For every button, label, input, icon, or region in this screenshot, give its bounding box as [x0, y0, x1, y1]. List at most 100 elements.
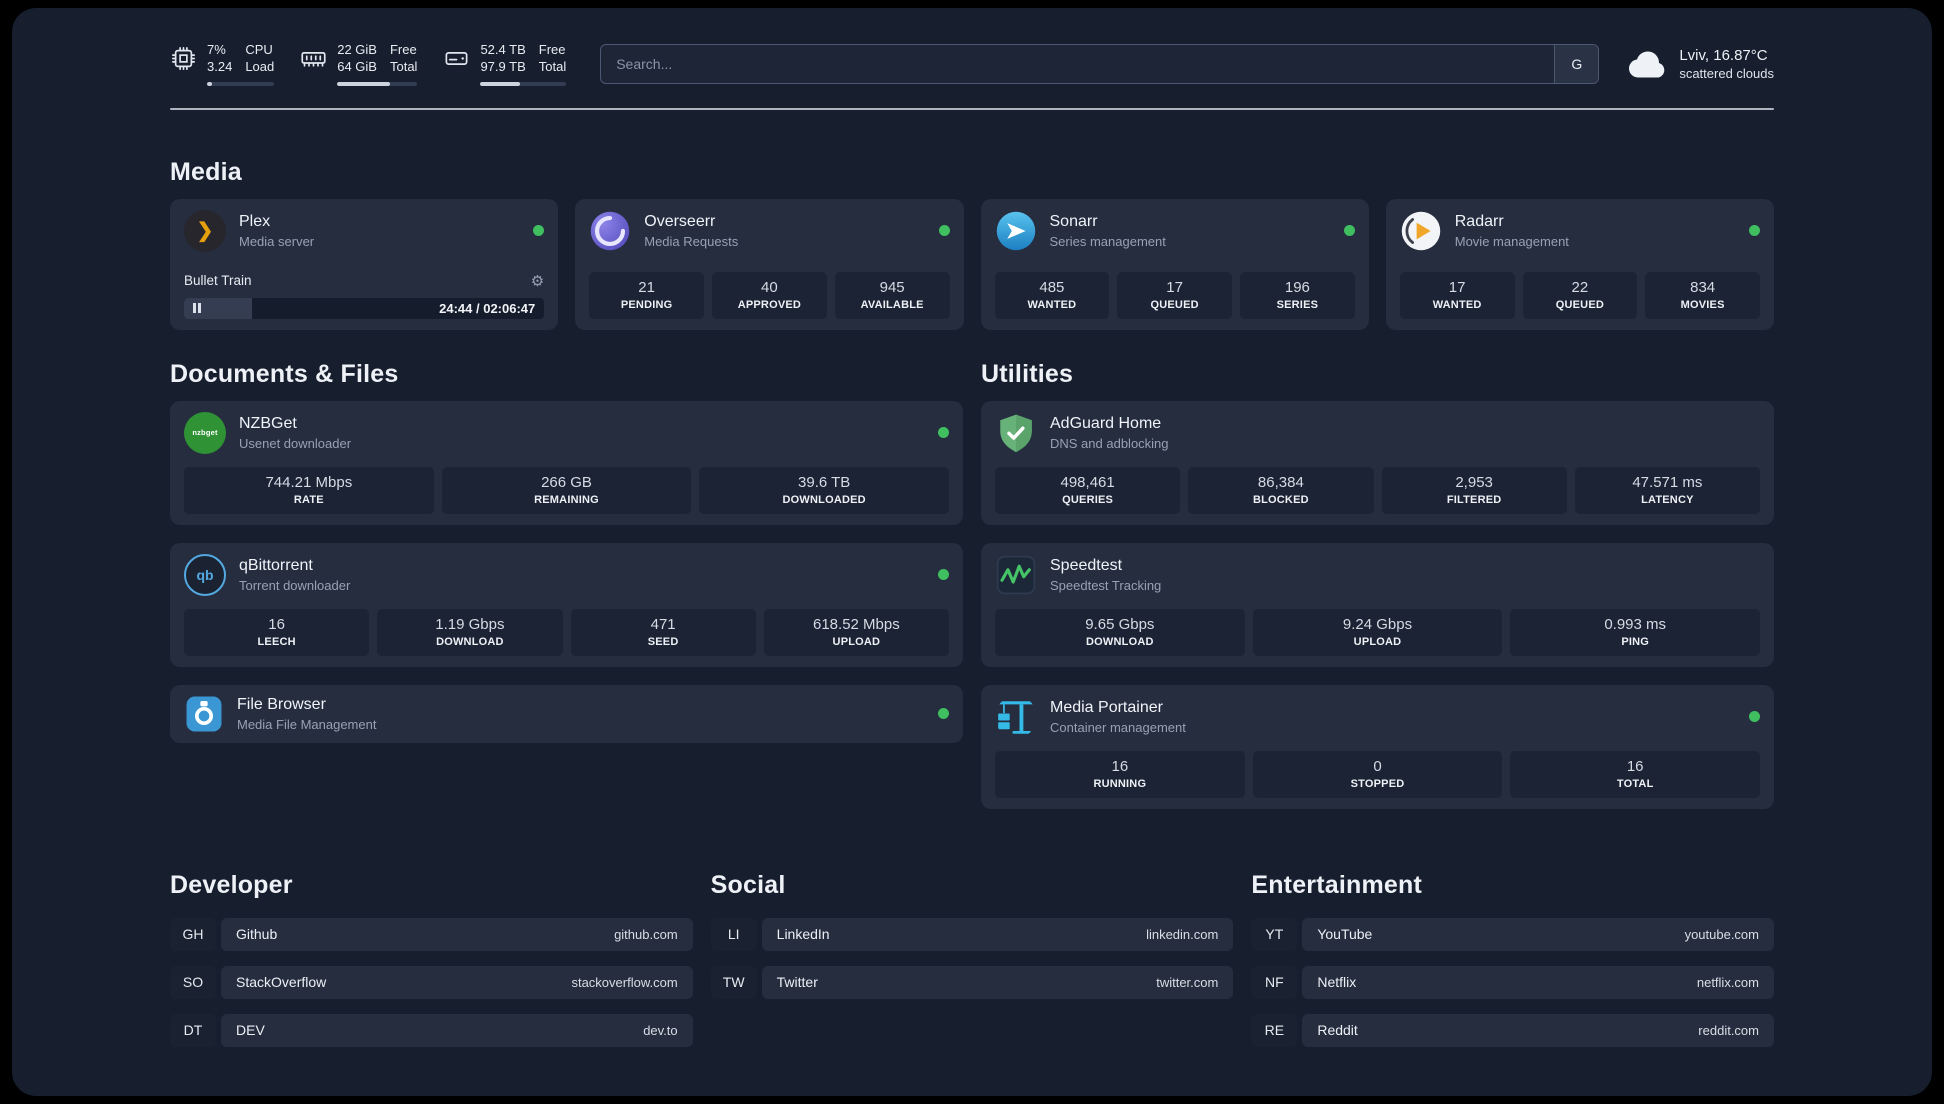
- portainer-crane-icon: [995, 696, 1037, 738]
- ram-usage-fill: [337, 81, 391, 86]
- media-grid: ❯ Plex Media server Bullet Train ⚙: [170, 198, 1774, 330]
- cpu-load-label: Load: [245, 58, 275, 74]
- stat-value: 196: [1284, 278, 1310, 296]
- stat-value: 471: [650, 615, 676, 633]
- ram-metric: 22 GiB 64 GiB Free Total: [300, 42, 418, 86]
- cpu-load-value: 3.24: [207, 58, 233, 74]
- app-card-portainer[interactable]: Media Portainer Container management 16 …: [981, 684, 1774, 809]
- link-name: Netflix: [1317, 974, 1357, 991]
- stat-label: MOVIES: [1680, 298, 1725, 311]
- stat-tile: 0.993 ms PING: [1510, 608, 1761, 656]
- app-name: qBittorrent: [239, 556, 313, 574]
- link-url: linkedin.com: [1146, 926, 1219, 942]
- link-github[interactable]: Github github.com: [221, 917, 693, 951]
- stat-label: TOTAL: [1616, 777, 1654, 790]
- app-subtitle: DNS and adblocking: [1050, 435, 1169, 451]
- stat-label: DOWNLOADED: [782, 493, 866, 506]
- stat-label: RUNNING: [1093, 777, 1147, 790]
- app-card-sonarr[interactable]: Sonarr Series management 485 WANTED 17 Q…: [980, 198, 1369, 330]
- nzbget-icon: nzbget: [184, 411, 226, 454]
- media-section-title: Media: [170, 157, 242, 186]
- stat-tile: 21 PENDING: [589, 271, 704, 319]
- stat-value: 0.993 ms: [1604, 615, 1667, 633]
- stat-value: 0: [1373, 757, 1382, 775]
- stat-tile: 47.571 ms LATENCY: [1574, 466, 1760, 514]
- link-url: github.com: [614, 926, 678, 942]
- stat-tile: 266 GB REMAINING: [441, 466, 692, 514]
- stat-tile: 9.65 Gbps DOWNLOAD: [995, 608, 1245, 656]
- weather-condition: scattered clouds: [1679, 65, 1774, 81]
- status-dot: [938, 225, 950, 237]
- stat-label: QUEUED: [1555, 298, 1604, 311]
- app-name: AdGuard Home: [1050, 414, 1162, 432]
- link-name: Reddit: [1317, 1022, 1358, 1039]
- stat-tile: 16 LEECH: [184, 608, 370, 656]
- now-playing-title: Bullet Train: [184, 273, 252, 289]
- link-url: youtube.com: [1684, 926, 1759, 942]
- stat-label: DOWNLOAD: [1086, 635, 1154, 648]
- link-dev[interactable]: DEV dev.to: [221, 1013, 693, 1047]
- filebrowser-icon: [184, 694, 224, 734]
- qbittorrent-icon-text: qb: [196, 566, 214, 583]
- social-section-title: Social: [710, 870, 786, 899]
- stat-label: PENDING: [620, 298, 673, 311]
- search-input[interactable]: [601, 44, 1555, 83]
- section-entertainment: Entertainment YT YouTube youtube.com NF …: [1251, 871, 1774, 1062]
- link-reddit[interactable]: Reddit reddit.com: [1302, 1013, 1774, 1047]
- app-card-radarr[interactable]: Radarr Movie management 17 WANTED 22 QUE…: [1385, 198, 1774, 330]
- status-dot: [1749, 711, 1760, 723]
- middle-columns: Documents & Files nzbget NZBGet Usenet d…: [170, 360, 1774, 809]
- ram-total-label: Total: [389, 58, 418, 74]
- ram-metric-text: 22 GiB 64 GiB Free Total: [337, 42, 417, 76]
- stat-value: 16: [1111, 757, 1129, 775]
- dashboard-content: 7% 3.24 CPU Load 22 Gi: [12, 8, 1932, 1096]
- app-card-nzbget[interactable]: nzbget NZBGet Usenet downloader 744.21 M…: [170, 400, 963, 525]
- app-subtitle: Speedtest Tracking: [1050, 577, 1162, 593]
- link-netflix[interactable]: Netflix netflix.com: [1302, 965, 1774, 999]
- plex-icon: ❯: [184, 209, 226, 252]
- app-card-speedtest[interactable]: Speedtest Speedtest Tracking 9.65 Gbps D…: [981, 542, 1774, 667]
- ram-free-label: Free: [389, 42, 417, 57]
- stat-value: 498,461: [1060, 473, 1115, 491]
- app-card-filebrowser[interactable]: File Browser Media File Management: [170, 684, 963, 743]
- stat-value: 22: [1571, 278, 1589, 296]
- stat-value: 485: [1039, 278, 1065, 296]
- stat-value: 40: [761, 278, 778, 296]
- app-subtitle: Series management: [1049, 233, 1166, 249]
- radarr-icon: [1400, 210, 1442, 252]
- stat-value: 9.24 Gbps: [1342, 615, 1413, 633]
- link-url: netflix.com: [1696, 974, 1759, 990]
- app-name: Overseerr: [644, 212, 716, 230]
- cpu-usage-bar: [207, 81, 275, 86]
- link-twitter[interactable]: Twitter twitter.com: [761, 965, 1234, 999]
- section-documents: Documents & Files nzbget NZBGet Usenet d…: [170, 360, 963, 809]
- ram-free-value: 22 GiB: [337, 42, 377, 57]
- stat-tile: 2,953 FILTERED: [1381, 466, 1567, 514]
- weather-widget[interactable]: Lviv, 16.87°C scattered clouds: [1627, 47, 1774, 81]
- app-card-overseerr[interactable]: Overseerr Media Requests 21 PENDING 40 A…: [575, 198, 964, 330]
- search-engine-button[interactable]: G: [1554, 44, 1599, 83]
- playback-progress-bar[interactable]: 24:44 / 02:06:47: [184, 297, 545, 319]
- link-url: twitter.com: [1156, 974, 1219, 990]
- status-dot: [1749, 225, 1760, 237]
- gear-icon[interactable]: ⚙: [530, 272, 545, 290]
- stat-tile: 485 WANTED: [994, 271, 1110, 319]
- stat-value: 39.6 TB: [798, 473, 851, 491]
- cloud-icon: [1627, 49, 1667, 79]
- cpu-chip-icon: [170, 45, 197, 72]
- app-card-qbittorrent[interactable]: qb qBittorrent Torrent downloader 16 LEE…: [170, 542, 963, 667]
- link-abbrev: SO: [170, 965, 216, 999]
- app-subtitle: Movie management: [1454, 233, 1569, 249]
- stat-tile: 744.21 Mbps RATE: [184, 466, 434, 514]
- link-abbrev: YT: [1251, 917, 1298, 951]
- stat-label: QUERIES: [1062, 493, 1114, 506]
- search-bar: G: [600, 43, 1600, 84]
- app-name: NZBGet: [239, 414, 297, 432]
- stat-tile: 86,384 BLOCKED: [1188, 466, 1374, 514]
- app-card-plex[interactable]: ❯ Plex Media server Bullet Train ⚙: [170, 198, 559, 330]
- link-youtube[interactable]: YouTube youtube.com: [1302, 917, 1774, 951]
- app-card-adguard[interactable]: AdGuard Home DNS and adblocking 498,461 …: [981, 400, 1774, 525]
- link-stackoverflow[interactable]: StackOverflow stackoverflow.com: [221, 965, 693, 999]
- pause-icon[interactable]: [193, 303, 201, 314]
- link-linkedin[interactable]: LinkedIn linkedin.com: [761, 917, 1234, 951]
